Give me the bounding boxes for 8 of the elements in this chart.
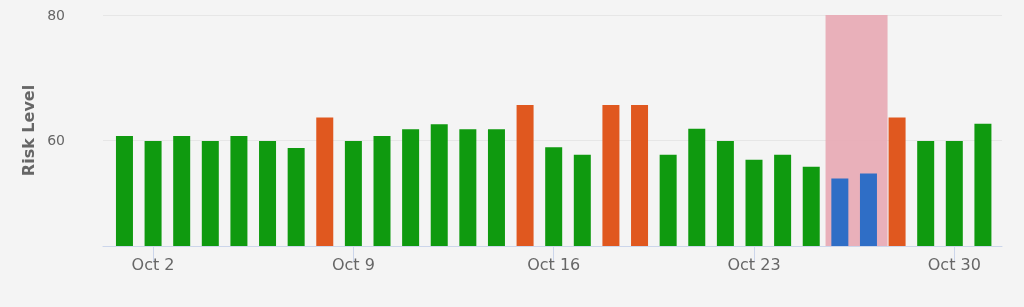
x-tick-label: Oct 30 bbox=[927, 254, 981, 274]
x-tick-label: Oct 9 bbox=[331, 254, 375, 274]
y-tick-label: 60 bbox=[47, 131, 65, 148]
y-axis-title: Risk Level bbox=[18, 84, 38, 177]
x-tick-label: Oct 16 bbox=[527, 254, 581, 274]
y-tick-label: 80 bbox=[47, 7, 65, 23]
x-tick-label: Oct 2 bbox=[131, 254, 175, 274]
x-tick-label: Oct 23 bbox=[727, 254, 781, 274]
